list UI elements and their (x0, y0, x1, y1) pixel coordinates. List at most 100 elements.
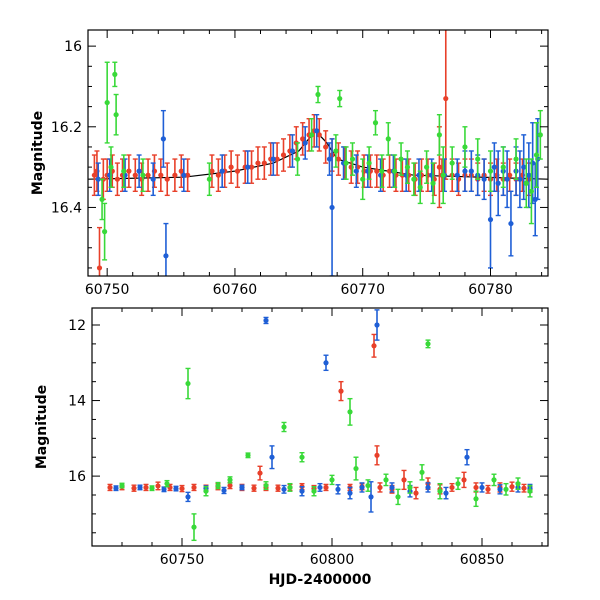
data-point (136, 154, 142, 188)
data-point (164, 162, 170, 197)
data-point (227, 476, 233, 484)
data-point (178, 154, 184, 188)
data-point (113, 485, 119, 492)
data-point (317, 482, 323, 492)
data-point (430, 162, 436, 205)
data-point (461, 471, 467, 489)
data-point (497, 484, 503, 495)
plot-area (107, 309, 533, 542)
data-point (521, 483, 527, 493)
data-point (504, 150, 510, 209)
data-point (257, 465, 263, 481)
x-tick-label: 60750 (85, 282, 130, 298)
x-tick-label: 60800 (310, 552, 355, 568)
data-point (347, 397, 353, 426)
y-tick-label: 14 (68, 394, 86, 410)
data-point (500, 146, 506, 188)
data-point (104, 61, 110, 144)
data-point (372, 109, 379, 136)
data-point (333, 134, 339, 168)
y-axis-title: Magnitude (30, 111, 46, 195)
data-point (383, 473, 389, 487)
data-point (203, 485, 209, 497)
data-point (523, 158, 529, 209)
x-axis-title: HJD-2400000 (269, 572, 372, 588)
data-point (209, 154, 215, 188)
y-tick-label: 16 (68, 469, 86, 485)
data-point (475, 138, 481, 180)
data-point (398, 142, 404, 176)
data-point (374, 445, 380, 466)
data-point (160, 109, 166, 168)
data-point (521, 134, 527, 201)
data-point (509, 481, 515, 492)
data-point (163, 222, 169, 276)
data-point (191, 483, 197, 492)
top-panel: 60750 60760 60770 60780 16 16.2 16.4 Magnitude (30, 29, 549, 298)
data-point (270, 142, 276, 176)
data-point (338, 380, 344, 402)
data-point (228, 150, 234, 184)
data-point (191, 513, 197, 542)
data-point (95, 162, 101, 197)
data-point (513, 138, 519, 180)
data-point (143, 483, 149, 492)
data-point (443, 486, 449, 500)
data-point (131, 484, 137, 492)
data-point (424, 150, 430, 184)
data-point (481, 158, 487, 201)
data-point (275, 484, 281, 492)
data-point (425, 339, 431, 349)
data-point (185, 158, 191, 193)
data-point (379, 154, 385, 188)
data-point (485, 484, 491, 494)
y-axis-title: Magnitude (34, 385, 50, 469)
data-point (323, 354, 329, 372)
data-point (315, 85, 321, 104)
data-point (263, 316, 269, 325)
data-point (181, 158, 187, 193)
x-tick-label: 60780 (468, 282, 513, 298)
data-point (366, 146, 372, 180)
y-tick-label: 12 (68, 318, 86, 334)
data-point (533, 122, 540, 188)
y-tick-label: 16.2 (51, 120, 82, 136)
x-tick-label: 60770 (340, 282, 385, 298)
data-point (113, 93, 119, 136)
data-point (365, 479, 371, 492)
data-point (251, 484, 257, 492)
y-tick-label: 16 (64, 39, 82, 55)
plot-area (88, 30, 548, 276)
data-point (137, 484, 143, 491)
bottom-panel: 60750 60800 60850 12 14 16 Magnitude HJD-240000… (34, 307, 549, 588)
data-point (299, 451, 305, 463)
data-point (185, 367, 191, 400)
data-point (473, 482, 479, 493)
data-point (411, 162, 417, 197)
data-point (179, 484, 185, 493)
data-point (289, 134, 296, 168)
data-point (335, 142, 342, 176)
data-point (479, 482, 485, 493)
y-tick-label: 16.4 (51, 200, 82, 216)
data-point (99, 178, 105, 221)
data-point (359, 482, 365, 493)
data-point (532, 162, 538, 237)
x-tick-label: 60760 (213, 282, 258, 298)
data-point (487, 150, 494, 193)
data-point (164, 479, 170, 488)
x-tick-label: 60750 (160, 552, 205, 568)
data-point (329, 138, 335, 276)
data-point (114, 162, 120, 197)
data-point (269, 445, 275, 470)
axes-frame (87, 29, 549, 277)
data-point (281, 421, 287, 433)
data-point (425, 482, 431, 493)
data-point (417, 170, 423, 205)
data-point (158, 158, 164, 193)
data-point (349, 142, 356, 176)
data-point (464, 448, 470, 466)
series-1 (113, 309, 533, 513)
data-point (374, 154, 380, 188)
data-point (323, 130, 329, 164)
